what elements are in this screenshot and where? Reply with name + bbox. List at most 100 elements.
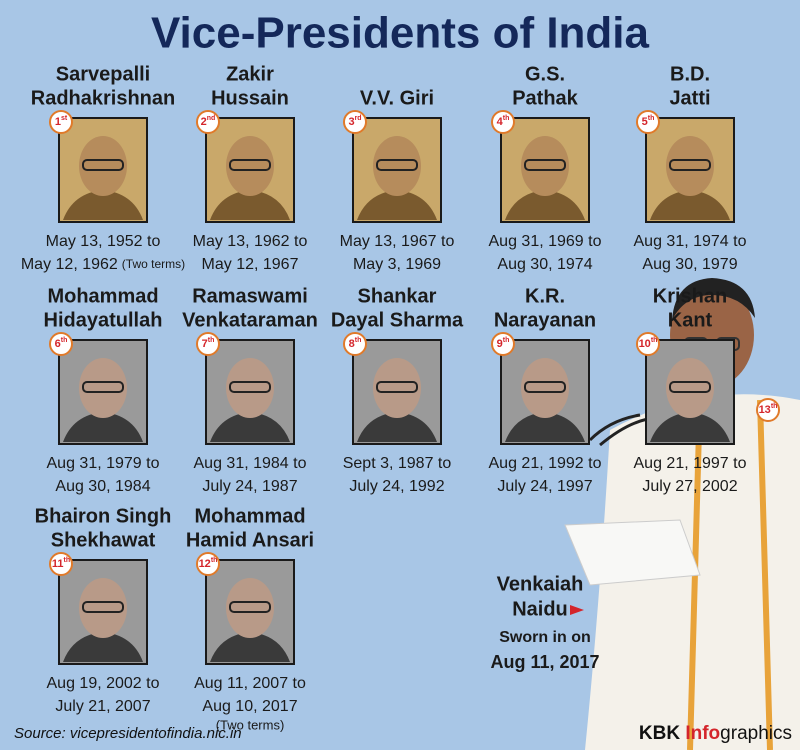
photo-body	[63, 412, 143, 442]
term-dates: Aug 21, 1997 to	[634, 455, 747, 472]
term-dates: Aug 11, 2007 to	[194, 675, 306, 692]
rank-number: 7	[202, 338, 208, 350]
term-dates: May 13, 1962 to	[193, 233, 308, 250]
rank-suffix: th	[355, 337, 362, 344]
photo-body	[505, 412, 585, 442]
rank-suffix: th	[771, 403, 778, 410]
rank-badge	[196, 552, 220, 576]
term-dates: May 12, 1967	[202, 256, 299, 273]
person-name: Bhairon Singh	[35, 505, 172, 527]
photo-face	[521, 358, 569, 418]
rank-badge	[49, 552, 73, 576]
photo-glasses	[229, 601, 271, 613]
rank-number: 1	[55, 116, 61, 128]
rank-suffix: nd	[207, 115, 216, 122]
rank-number: 13	[759, 404, 771, 416]
photo-body	[210, 632, 290, 662]
featured-caption: Sworn in on	[499, 629, 591, 646]
term-dates: July 24, 1987	[202, 478, 297, 495]
term-date-line: July 24, 1987	[202, 478, 297, 495]
rank: 4th	[497, 115, 510, 128]
photo-body	[63, 190, 143, 220]
term-dates: Sept 3, 1987 to	[343, 455, 452, 472]
rank-number: 6	[55, 338, 61, 350]
rank: 1st	[55, 115, 68, 128]
term-date-line: July 27, 2002	[642, 478, 737, 495]
rank: 9th	[497, 337, 510, 350]
rank-suffix: th	[208, 337, 215, 344]
photo-glasses	[376, 159, 418, 171]
rank: 7th	[202, 337, 215, 350]
credit-part: graphics	[720, 723, 792, 744]
term-date-line: Aug 31, 1974 to	[634, 233, 747, 250]
photo-glasses	[229, 381, 271, 393]
rank: 3rd	[348, 115, 361, 128]
term-date-line: July 21, 2007	[55, 698, 150, 715]
term-date-line: Aug 30, 1979	[642, 256, 737, 273]
rank-suffix: st	[61, 115, 68, 122]
person-name: Kant	[668, 309, 713, 331]
person-name: Ramaswami	[192, 285, 308, 307]
photo-body	[650, 412, 730, 442]
person-name: G.S.	[525, 63, 565, 85]
photo-face	[521, 136, 569, 196]
person-name: Mohammad	[194, 505, 305, 527]
person-name: Shekhawat	[51, 529, 156, 551]
rank: 5th	[642, 115, 655, 128]
person-name: Jatti	[669, 87, 710, 109]
rank-number: 5	[642, 116, 648, 128]
person-name: B.D.	[670, 63, 710, 85]
person-name: Venkataraman	[182, 309, 318, 331]
rank-badge	[49, 332, 73, 356]
term-dates: Aug 30, 1984	[55, 478, 150, 495]
photo-body	[210, 412, 290, 442]
term-date-line: Aug 11, 2007 to	[194, 675, 306, 692]
person-name: Sarvepalli	[56, 63, 151, 85]
person-name: Zakir	[226, 63, 274, 85]
person-name: Dayal Sharma	[331, 309, 464, 331]
title: Vice-Presidents of India	[151, 9, 650, 58]
photo-body	[650, 190, 730, 220]
term-dates: Aug 21, 1992 to	[489, 455, 602, 472]
photo-glasses	[82, 159, 124, 171]
term-dates: Aug 30, 1979	[642, 256, 737, 273]
term-date-line: May 13, 1962 to	[193, 233, 308, 250]
person-name: Hidayatullah	[44, 309, 163, 331]
photo-face	[373, 358, 421, 418]
rank-suffix: th	[211, 557, 218, 564]
rank-suffix: th	[651, 337, 658, 344]
term-date-line: May 12, 1962	[21, 256, 118, 273]
photo-face	[79, 578, 127, 638]
term-date-line: Aug 21, 1992 to	[489, 455, 602, 472]
rank-number: 3	[348, 116, 354, 128]
term-dates: May 13, 1967 to	[340, 233, 455, 250]
person-name: Shankar	[358, 285, 437, 307]
rank: 10th	[639, 337, 658, 350]
featured-date: Aug 11, 2017	[490, 652, 599, 672]
term-dates: May 3, 1969	[353, 256, 441, 273]
rank-number: 9	[497, 338, 503, 350]
person-name: Hussain	[211, 87, 289, 109]
term-date-line: Aug 31, 1984 to	[194, 455, 307, 472]
term-dates: July 24, 1997	[497, 478, 592, 495]
term-date-line: May 13, 1967 to	[340, 233, 455, 250]
rank-number: 10	[639, 338, 651, 350]
rank-number: 8	[349, 338, 355, 350]
term-date-line: May 12, 1967	[202, 256, 299, 273]
term-dates: Aug 30, 1974	[497, 256, 592, 273]
photo-face	[666, 136, 714, 196]
person-name: Krishan	[653, 285, 727, 307]
rank-number: 12	[199, 558, 211, 570]
term-dates: May 12, 1962 (Two terms)	[21, 256, 185, 273]
credit-part: KBK	[639, 723, 685, 744]
photo-body	[63, 632, 143, 662]
term-dates: Aug 31, 1984 to	[194, 455, 307, 472]
term-date-line: Aug 10, 2017	[202, 698, 297, 715]
term-note: (Two terms)	[122, 257, 185, 271]
term-dates: Aug 10, 2017	[202, 698, 297, 715]
rank: 13th	[759, 403, 778, 416]
term-note: (Two terms)	[216, 717, 285, 732]
term-date-line: July 24, 1992	[349, 478, 444, 495]
term-date-line: May 3, 1969	[353, 256, 441, 273]
rank-suffix: th	[61, 337, 68, 344]
